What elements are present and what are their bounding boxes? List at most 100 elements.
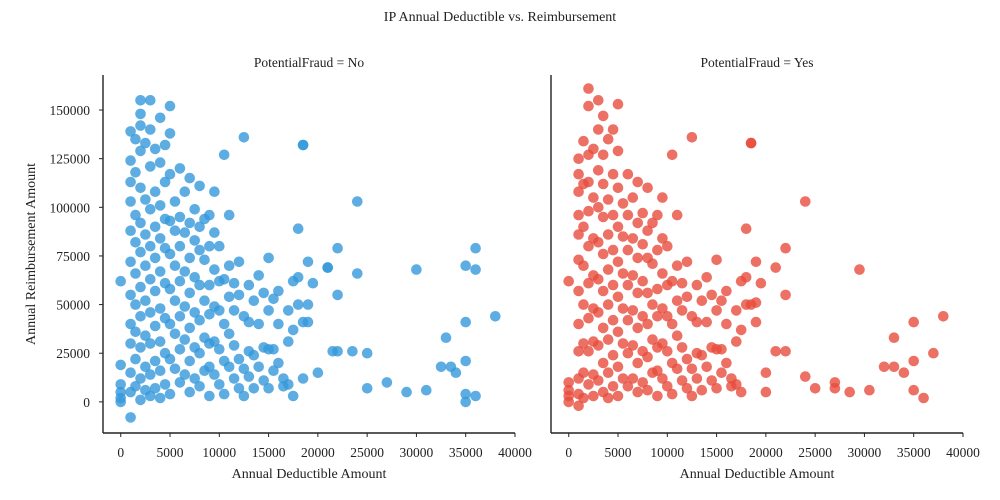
panel-left-point <box>140 260 151 272</box>
panel-right-point <box>652 209 663 221</box>
panel-right-x-tick-label: 30000 <box>848 445 882 460</box>
panel-right-point <box>642 287 653 299</box>
panel-left-point <box>233 289 245 301</box>
panel-left-point <box>238 363 250 375</box>
panel-left-point <box>214 379 225 390</box>
panel-left-point <box>184 355 195 367</box>
panel-right-point <box>597 285 609 297</box>
panel-left-point <box>194 314 205 326</box>
panel-left-point <box>115 275 126 287</box>
panel-left-point <box>470 390 481 402</box>
panel-right-point <box>627 373 639 384</box>
panel-right-point <box>642 351 653 363</box>
panel-left-point <box>135 373 146 384</box>
panel-left-point <box>273 357 284 369</box>
y-tick-label: 125000 <box>50 152 91 167</box>
panel-left-point <box>287 390 299 402</box>
panel-left-point <box>361 383 373 394</box>
panel-right-point <box>593 124 604 135</box>
panel-right-x-tick-label: 40000 <box>946 445 980 460</box>
panel-right-point <box>583 83 594 94</box>
panel-left-point <box>292 272 304 283</box>
panel-left-point <box>307 277 319 289</box>
panel-right-point <box>578 299 589 310</box>
panel-left-point <box>184 386 195 398</box>
y-tick-label: 0 <box>83 395 90 410</box>
panel-right-point <box>864 384 875 396</box>
panel-right-point <box>622 314 634 326</box>
panel-right-point <box>721 357 732 369</box>
panel-right-point <box>691 373 703 384</box>
panel-left-x-tick-label: 10000 <box>202 445 236 460</box>
panel-left-point <box>218 388 230 400</box>
panel-left-point <box>332 346 343 357</box>
panel-left-point <box>130 299 141 310</box>
panel-right-point <box>593 202 604 213</box>
panel-right-point <box>691 279 703 291</box>
panel-left-point <box>130 381 141 392</box>
panel-right-x-ticks: 0 5000 10000 15000 20000 25000 30000 35000 40000 <box>565 433 980 460</box>
panel-right-point <box>716 295 727 307</box>
panel-right-point <box>721 318 732 330</box>
panel-right-point <box>583 312 594 324</box>
panel-right-point <box>578 221 589 233</box>
panel-left-x-tick-label: 15000 <box>252 445 286 460</box>
panel-right-point <box>716 344 727 355</box>
panel-right-point <box>647 334 658 345</box>
panel-left-point <box>135 342 146 353</box>
panel-left-point <box>115 386 126 398</box>
panel-left-point <box>174 275 186 287</box>
panel-left-point <box>204 240 215 252</box>
panel-left-point <box>169 363 181 375</box>
panel-left-point <box>273 285 284 297</box>
panel-left-point <box>228 340 240 351</box>
panel-right-point <box>657 233 668 244</box>
panel-left-point <box>223 209 235 221</box>
y-tick-label: 25000 <box>56 346 90 361</box>
panel-left-point <box>223 260 235 272</box>
panel-right-point <box>780 242 791 254</box>
panel-right-point <box>637 377 648 388</box>
panel-left-point <box>154 200 166 211</box>
panel-left-point <box>233 383 245 394</box>
panel-left-point <box>460 388 472 400</box>
panel-right-point <box>735 324 747 336</box>
panel-left-point <box>140 361 151 373</box>
panel-left-point <box>154 336 166 347</box>
panel-right-point <box>593 375 604 386</box>
panel-left-point <box>184 322 195 334</box>
panel-left-point <box>125 225 136 236</box>
panel-left-point <box>352 268 363 279</box>
panel-left-point <box>204 279 215 291</box>
panel-right-point <box>928 347 939 359</box>
panel-right-point <box>612 256 624 268</box>
panel-right-point <box>632 287 643 299</box>
panel-left-point <box>179 227 191 238</box>
panel-left-x-tick-label: 25000 <box>350 445 384 460</box>
panel-left-point <box>253 318 264 330</box>
panel-left-point <box>209 336 220 347</box>
panel-left-point <box>154 365 166 377</box>
panel-left-point <box>228 277 240 289</box>
panel-left-point <box>248 383 260 394</box>
panel-right-point <box>671 330 683 342</box>
panel-right-point <box>622 279 634 291</box>
panel-right-point <box>647 258 658 270</box>
panel-left-point <box>401 386 412 398</box>
panel-right-point <box>657 192 668 203</box>
panel-right-point <box>701 361 712 373</box>
panel-right-point <box>597 248 609 260</box>
panel-right-point <box>750 316 762 328</box>
panel-left-point <box>287 324 299 336</box>
panel-right-point <box>593 237 604 248</box>
panel-left-point <box>164 168 176 180</box>
panel-left-point <box>228 305 240 316</box>
panel-left-point <box>169 196 181 207</box>
panel-left-point <box>421 384 432 396</box>
panel-right-point <box>642 318 653 330</box>
panel-right-point <box>578 338 589 349</box>
panel-right-point <box>622 209 634 221</box>
panel-right-point <box>597 110 609 122</box>
panel-right-point <box>612 361 624 373</box>
panel-left-point <box>194 180 205 192</box>
